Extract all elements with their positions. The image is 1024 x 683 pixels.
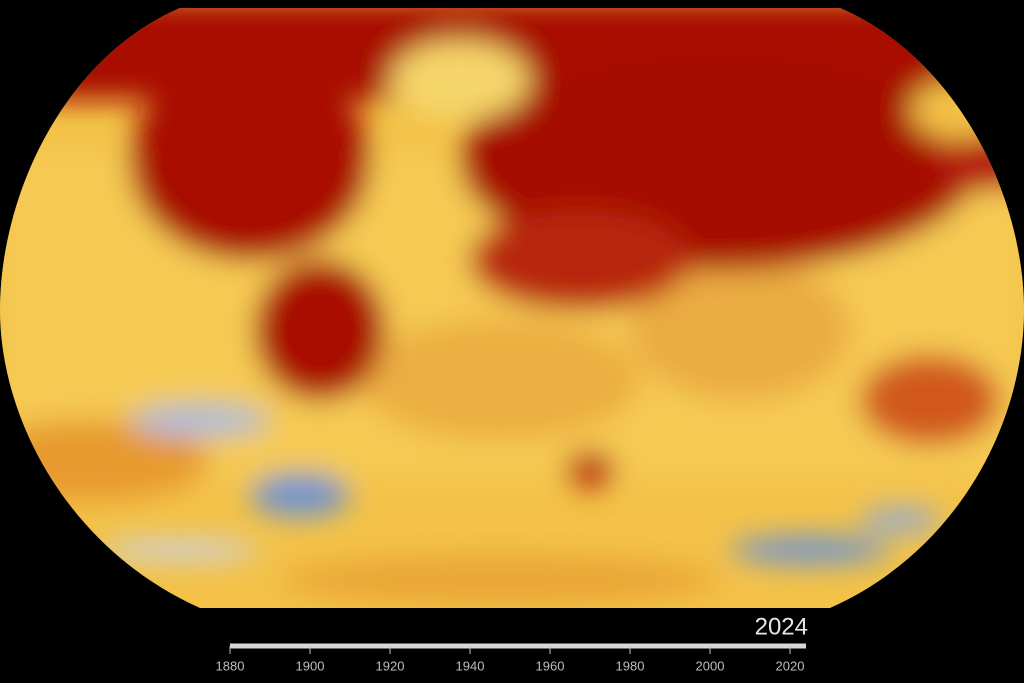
temperature-map <box>0 8 1024 608</box>
timeline-tick-label: 1900 <box>296 658 325 673</box>
timeline-tick-label: 1940 <box>456 658 485 673</box>
timeline-tick-label: 1960 <box>536 658 565 673</box>
timeline-tick-label: 2020 <box>776 658 805 673</box>
timeline: 2024 1880 1900 1920 1940 1960 1980 2000 2020 <box>216 613 808 673</box>
timeline-tick-label: 1920 <box>376 658 405 673</box>
year-label: 2024 <box>755 613 808 640</box>
timeline-tick-label: 1980 <box>616 658 645 673</box>
timeline-tick-label: 2000 <box>696 658 725 673</box>
timeline-tick-label: 1880 <box>216 658 245 673</box>
